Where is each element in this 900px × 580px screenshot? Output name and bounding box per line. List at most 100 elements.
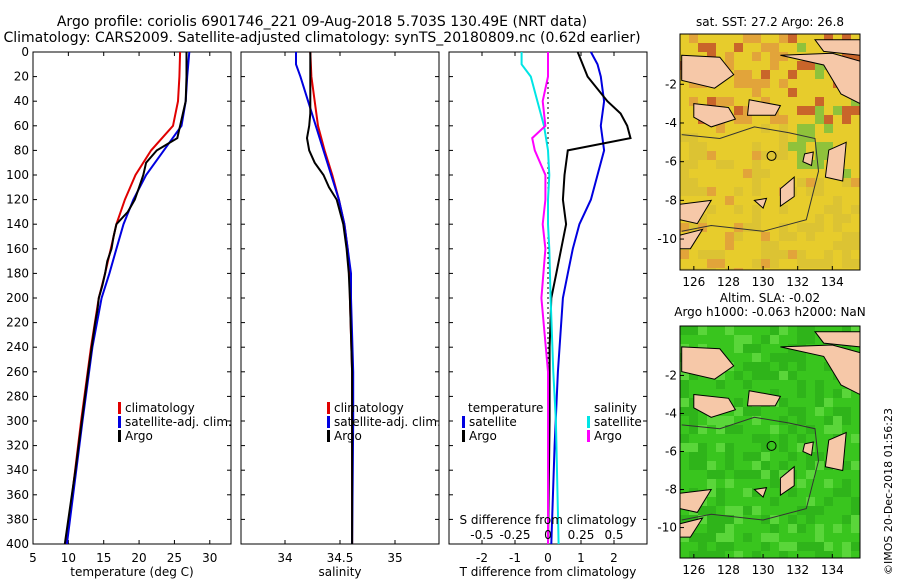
sst_map-cell <box>815 70 824 79</box>
sst_map-cell <box>725 61 734 70</box>
sst_map-cell <box>815 178 824 187</box>
sst_map-cell <box>842 52 851 61</box>
sla_map-cell <box>680 434 689 443</box>
sst_map-cell <box>761 250 770 259</box>
sla_map-cell <box>779 470 788 479</box>
difference-xtick-label: 1 <box>577 551 585 565</box>
sst_map-cell <box>770 241 779 250</box>
sla_map-cell <box>842 542 851 551</box>
sst_map-land <box>680 199 713 225</box>
sla_map-cell <box>707 479 716 488</box>
sst_map-cell <box>743 169 752 178</box>
sla_map-cell <box>824 398 833 407</box>
sla_map-cell <box>797 506 806 515</box>
sst_map-cell <box>824 259 833 268</box>
sst_map-cell <box>797 43 806 52</box>
diff-s-argo-line <box>531 52 549 544</box>
sla_map-cell <box>806 497 815 506</box>
sst_map-land <box>693 103 737 128</box>
sla_map-cell <box>689 452 698 461</box>
sla_map-cell <box>716 443 725 452</box>
sla_map-land <box>824 431 847 472</box>
sla_map-cell <box>707 461 716 470</box>
sla_map-cell <box>716 524 725 533</box>
sla_map-cell <box>842 479 851 488</box>
sla_map-cell <box>689 326 698 335</box>
difference-xtick-label: -2 <box>476 551 488 565</box>
sla_map-cell <box>833 416 842 425</box>
sla_map-cell <box>752 461 761 470</box>
sst_map-cell <box>779 205 788 214</box>
sst_map-cell <box>698 268 707 270</box>
depth-tick-label: 120 <box>6 193 29 207</box>
sla_map-cell <box>752 506 761 515</box>
temperature-xtick-label: 25 <box>167 551 182 565</box>
sst_map-cell <box>770 43 779 52</box>
depth-tick-label: 60 <box>14 119 29 133</box>
sst_map-cell <box>752 52 761 61</box>
sla_map-cell <box>743 506 752 515</box>
diff-s-legend-label: Argo <box>594 429 622 443</box>
sla_map-cell <box>797 407 806 416</box>
sla_map-cell <box>761 371 770 380</box>
difference-xtick-label: -1 <box>509 551 521 565</box>
sst_map-cell <box>680 268 689 270</box>
sst_map-cell <box>824 250 833 259</box>
sst_map-cell <box>797 250 806 259</box>
sla_map-cell <box>707 533 716 542</box>
sla_map-cell <box>815 524 824 533</box>
sst_map-xtick-label: 130 <box>752 275 775 289</box>
sst_map-cell <box>689 97 698 106</box>
sst_map-cell <box>680 187 689 196</box>
sla_map-cell <box>797 380 806 389</box>
sst_map-xtick-label: 132 <box>786 275 809 289</box>
sla_map-cell <box>716 551 725 558</box>
sla_map-cell <box>716 542 725 551</box>
sla_map-cell <box>716 515 725 524</box>
sla_map-cell <box>797 353 806 362</box>
temp-argo-line <box>63 52 188 545</box>
sla_map-cell <box>815 380 824 389</box>
sst_map-cell <box>824 205 833 214</box>
sst_map-cell <box>689 133 698 142</box>
sla_map-xtick-label: 130 <box>752 563 775 577</box>
diff-s-satellite-line <box>520 52 560 545</box>
sla_map-cell <box>716 497 725 506</box>
sst_map-cell <box>761 97 770 106</box>
sla_map-cell <box>743 452 752 461</box>
sla_map-cell <box>770 533 779 542</box>
sla_map-cell <box>734 551 743 558</box>
salinity-xtick-label: 35 <box>387 551 402 565</box>
sla_map-cell <box>788 425 797 434</box>
sla_map-cell <box>824 362 833 371</box>
sla_map-land <box>779 465 795 497</box>
sla_map-cell <box>698 452 707 461</box>
sla_map-cell <box>851 461 860 470</box>
sst_map-cell <box>689 142 698 151</box>
sla_map-cell <box>734 470 743 479</box>
sla_map-cell <box>815 389 824 398</box>
sla_map-cell <box>743 470 752 479</box>
sla_map-cell <box>788 371 797 380</box>
sst_map-cell <box>680 133 689 142</box>
sst_map-cell <box>761 43 770 52</box>
sla_map-cell <box>797 362 806 371</box>
sla_map-cell <box>770 326 779 335</box>
depth-tick-label: 180 <box>6 266 29 280</box>
sst_map-ytick-label: -10 <box>657 232 677 246</box>
sst_map-cell <box>806 106 815 115</box>
sla_map-cell <box>716 533 725 542</box>
sla_map-cell <box>707 416 716 425</box>
salinity-xtick-label: 34.5 <box>327 551 354 565</box>
sla_map-cell <box>842 416 851 425</box>
sst_map-argo-marker <box>766 150 777 161</box>
sst_map-cell <box>779 232 788 241</box>
sst_map-cell <box>824 115 833 124</box>
sst_map-cell <box>725 97 734 106</box>
sst_map-cell <box>752 79 761 88</box>
sal-legend-label: satellite-adj. clim. <box>334 415 441 429</box>
sla_map-cell <box>788 452 797 461</box>
sst_map-cell <box>707 205 716 214</box>
depth-tick-label: 240 <box>6 340 29 354</box>
sla_map-cell <box>698 551 707 558</box>
